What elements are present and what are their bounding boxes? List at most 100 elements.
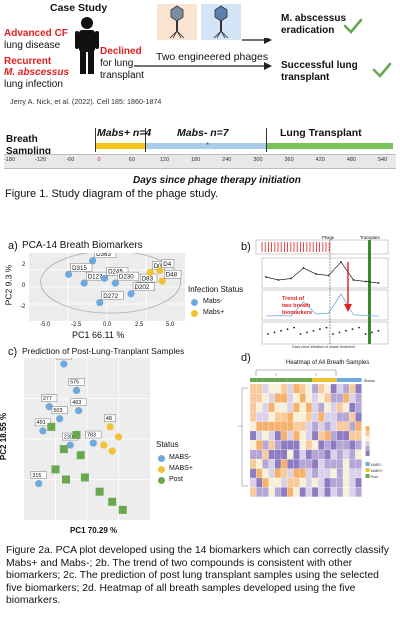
heatmap-cell <box>262 459 269 469</box>
heatmap-cell <box>262 430 269 441</box>
series-point <box>371 331 373 334</box>
person-icon <box>75 17 99 74</box>
heatmap-cell <box>299 393 306 403</box>
heatmap-cell <box>324 383 331 394</box>
heatmap-cell <box>318 449 325 460</box>
status-cell <box>268 378 275 382</box>
panel-a-title: PCA-14 Breath Biomarkers <box>22 240 143 251</box>
point-label: 783 <box>87 432 96 438</box>
subpanel <box>261 289 389 321</box>
figure1-caption: Figure 1. Study diagram of the phage stu… <box>5 188 219 200</box>
heatmap-cell <box>336 468 344 479</box>
timeline-tick-label: 180 <box>191 157 201 163</box>
status-cell <box>343 378 350 382</box>
heatmap-cell <box>318 477 325 488</box>
phage-icon <box>169 5 185 39</box>
timeline-tick-label: 360 <box>284 157 294 163</box>
legend-label: MABS+ <box>169 465 193 472</box>
status-cell <box>355 378 362 382</box>
legend-swatch <box>365 462 370 466</box>
heatmap-cell <box>342 393 350 403</box>
status-label: Status <box>364 378 375 383</box>
heatmap-cell <box>268 440 275 450</box>
phage-icon <box>213 5 229 39</box>
heatmap-cell <box>274 440 282 450</box>
heatmap-cell <box>249 440 257 450</box>
heatmap-cell <box>336 393 344 403</box>
declined-rest-1: for lung <box>100 58 134 69</box>
point-label: D245 <box>108 269 123 276</box>
heatmap-cell <box>318 383 325 394</box>
heatmap-cell <box>280 468 288 479</box>
heatmap-cell <box>336 430 344 441</box>
scatter-point <box>100 441 108 449</box>
point-label-box <box>117 271 140 281</box>
series-point <box>332 333 334 335</box>
heatmap-cell <box>324 468 331 479</box>
heatmap-cell <box>330 402 337 413</box>
heatmap-cell <box>311 421 319 432</box>
annotation: Trend of <box>282 296 304 302</box>
outcome-transplant-1: Successful lung <box>281 60 358 71</box>
heatmap-cell <box>299 459 306 469</box>
heatmap-cell <box>249 459 257 469</box>
heatmap-cell <box>324 449 331 460</box>
heatmap-cell <box>293 402 300 413</box>
status-cell <box>256 378 263 382</box>
mabs-pos-label: Mabs+ n=4 <box>97 127 152 139</box>
heatmap-cell <box>287 421 294 432</box>
heatmap-cell <box>349 383 356 394</box>
point-label: 491 <box>37 420 46 426</box>
strip-box <box>255 239 389 255</box>
heatmap-cell <box>262 421 269 432</box>
heatmap-cell <box>330 393 337 403</box>
phages-label: Two engineered phages <box>156 51 269 63</box>
heatmap-cell <box>318 468 325 479</box>
timeline-divider <box>145 128 146 152</box>
status-cell <box>274 378 281 382</box>
heatmap-cell <box>311 402 319 413</box>
transplant-label: Lung Transplant <box>280 127 362 139</box>
timeline-divider <box>266 128 267 152</box>
status-cell <box>281 378 288 382</box>
timeline-xlabel: Days since phage therapy initiation <box>133 175 301 186</box>
point-label: 230 <box>64 434 73 440</box>
heatmap-cell <box>287 430 294 441</box>
point-label: D4 <box>163 261 171 268</box>
breath-sampling-label-2: Sampling <box>6 146 52 157</box>
series-point <box>340 261 342 263</box>
series-line <box>265 293 379 317</box>
scatter-point <box>45 403 53 411</box>
heatmap-cell <box>342 487 350 497</box>
heatmap-cell <box>318 412 325 422</box>
heatmap-cell <box>249 421 257 432</box>
heatmap-cell <box>287 468 294 479</box>
point-label-box <box>70 398 87 406</box>
scatter-point <box>96 298 104 307</box>
pca-a-xtick: -2.5 <box>71 322 82 328</box>
panel-b-label: b) <box>241 241 251 253</box>
heatmap-cell <box>355 421 362 432</box>
scatter-point <box>111 279 119 287</box>
heatmap-cell <box>274 383 282 394</box>
legend-dot-mabs-pos <box>158 466 165 473</box>
point-label: D0 <box>154 263 162 270</box>
heatmap-cell <box>249 449 257 460</box>
heatmap-cell <box>330 459 337 469</box>
series-point <box>280 329 282 332</box>
legend-label: MABS- <box>371 463 383 467</box>
pca-c-legend-title: Status <box>156 440 179 449</box>
heatmap-cell <box>342 459 350 469</box>
status-cell <box>330 378 337 382</box>
heatmap-cell <box>324 430 331 441</box>
legend-swatch <box>365 446 370 451</box>
point-label-box <box>104 414 117 423</box>
heatmap-cell <box>342 402 350 413</box>
heatmap-cell <box>256 487 263 497</box>
heatmap-cell <box>349 421 356 432</box>
heatmap-cell <box>268 421 275 432</box>
point-label-box <box>101 291 124 300</box>
scatter-point <box>65 270 73 278</box>
pca-a-xtick: 2.5 <box>135 322 144 328</box>
